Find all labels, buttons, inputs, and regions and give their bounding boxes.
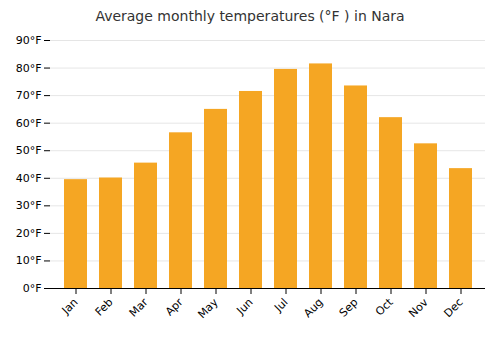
svg-text:Oct: Oct	[373, 295, 396, 318]
svg-text:May: May	[195, 295, 221, 321]
svg-text:Jan: Jan	[59, 296, 81, 318]
svg-text:0°F: 0°F	[23, 282, 42, 295]
svg-text:Sep: Sep	[337, 296, 361, 320]
svg-text:60°F: 60°F	[16, 117, 42, 130]
svg-text:20°F: 20°F	[16, 227, 42, 240]
svg-text:50°F: 50°F	[16, 144, 42, 157]
svg-text:90°F: 90°F	[16, 34, 42, 47]
svg-text:Nov: Nov	[406, 295, 431, 320]
svg-text:70°F: 70°F	[16, 89, 42, 102]
svg-text:Dec: Dec	[441, 296, 465, 320]
svg-text:Jul: Jul	[271, 296, 290, 315]
svg-text:Apr: Apr	[163, 295, 186, 318]
svg-text:10°F: 10°F	[16, 254, 42, 267]
svg-text:Aug: Aug	[301, 296, 325, 320]
html-text:Average monthly temperatures (: Average monthly temperatures (°F ) in Na…	[95, 8, 405, 24]
svg-text:Jun: Jun	[234, 296, 256, 318]
svg-text:40°F: 40°F	[16, 172, 42, 185]
svg-text:Mar: Mar	[127, 295, 151, 319]
svg-text:30°F: 30°F	[16, 199, 42, 212]
svg-text:Feb: Feb	[93, 296, 116, 319]
svg-text:80°F: 80°F	[16, 62, 42, 75]
